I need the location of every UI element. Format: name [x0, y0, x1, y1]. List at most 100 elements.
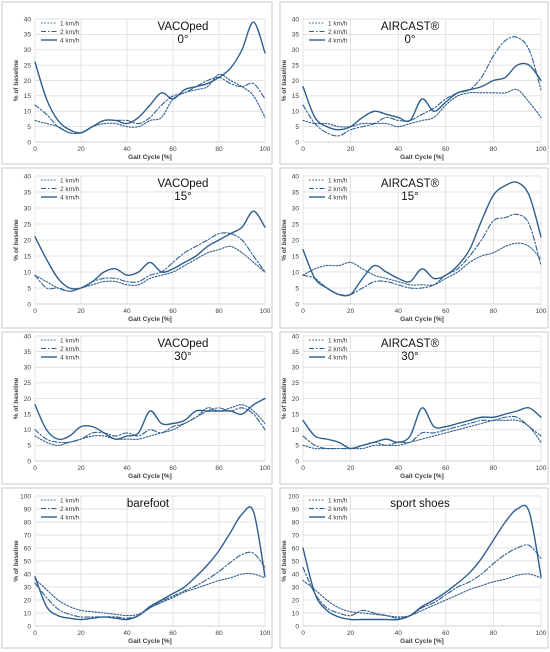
legend-label: 1 km/h [60, 497, 80, 504]
y-axis-title: % of baseline [281, 540, 288, 582]
chart-subtitle: 30° [174, 351, 191, 363]
x-tick-label: 20 [77, 308, 85, 315]
y-tick-label: 10 [24, 269, 32, 276]
y-tick-label: 15 [292, 411, 300, 418]
y-tick-label: 15 [24, 253, 32, 260]
y-tick-label: 20 [292, 78, 300, 85]
y-tick-label: 35 [24, 32, 32, 39]
y-tick-label: 0 [27, 139, 31, 146]
y-tick-label: 10 [292, 427, 300, 434]
x-tick-label: 20 [77, 465, 85, 472]
chart-title: VACOped [158, 338, 209, 350]
y-axis-title: % of baseline [13, 540, 20, 582]
series-line-2-km-h [302, 36, 542, 137]
y-axis-title: % of baseline [281, 59, 288, 101]
x-tick-label: 60 [442, 308, 450, 315]
y-tick-label: 30 [292, 47, 300, 54]
x-tick-label: 40 [123, 308, 131, 315]
y-tick-label: 35 [24, 189, 32, 196]
x-tick-label: 60 [169, 308, 177, 315]
legend-label: 1 km/h [60, 177, 80, 184]
x-tick-label: 40 [123, 146, 131, 153]
legend-label: 2 km/h [328, 186, 348, 193]
y-tick-label: 25 [292, 62, 300, 69]
y-tick-label: 50 [292, 558, 300, 565]
legend-label: 2 km/h [328, 29, 348, 36]
legend-label: 2 km/h [60, 506, 80, 513]
x-tick-label: 100 [536, 308, 547, 315]
x-axis-title: Gait Cycle [%] [128, 154, 172, 161]
x-axis-title: Gait Cycle [%] [128, 316, 172, 323]
y-tick-label: 30 [24, 205, 32, 212]
series-line-4-km-h [302, 181, 542, 297]
x-tick-label: 0 [301, 465, 305, 472]
y-axis-title: % of baseline [13, 219, 20, 261]
x-tick-label: 60 [169, 146, 177, 153]
series-line-4-km-h [302, 504, 542, 621]
y-tick-label: 35 [292, 189, 300, 196]
x-axis-title: Gait Cycle [%] [400, 473, 444, 480]
x-tick-label: 20 [347, 146, 355, 153]
x-tick-label: 0 [33, 630, 37, 637]
y-tick-label: 10 [292, 610, 300, 617]
chart-title: AIRCAST® [381, 338, 440, 350]
y-tick-label: 30 [292, 584, 300, 591]
y-tick-label: 5 [27, 443, 31, 450]
legend-label: 4 km/h [60, 194, 80, 201]
x-tick-label: 40 [395, 465, 403, 472]
chart-subtitle: 0° [405, 34, 416, 46]
chart-panel: 0 5 10 15 20 25 30 35 40 0 20 40 60 80 100 Gait Cycle [… [279, 331, 549, 485]
series-line-2-km-h [34, 232, 266, 292]
series-line-2-km-h [302, 544, 542, 619]
y-tick-label: 50 [24, 558, 32, 565]
y-tick-label: 15 [292, 253, 300, 260]
x-tick-label: 80 [490, 308, 498, 315]
y-tick-label: 20 [24, 237, 32, 244]
y-tick-label: 5 [295, 124, 299, 131]
x-tick-label: 100 [260, 630, 271, 637]
y-tick-label: 20 [292, 396, 300, 403]
y-tick-label: 0 [27, 301, 31, 308]
chart-panel: 0 10 20 30 40 50 60 70 80 90 100 0 20 40 60 80 100 Gait C… [279, 487, 549, 649]
y-tick-label: 30 [24, 365, 32, 372]
y-axis-title: % of baseline [281, 377, 288, 419]
x-tick-label: 20 [347, 465, 355, 472]
chart-panel: 0 10 20 30 40 50 60 70 80 90 100 0 20 40 60 80 100 Gait C… [1, 487, 273, 649]
y-tick-label: 10 [24, 610, 32, 617]
y-tick-label: 30 [292, 205, 300, 212]
y-tick-label: 90 [24, 506, 32, 513]
y-tick-label: 40 [292, 571, 300, 578]
y-tick-label: 80 [292, 519, 300, 526]
x-tick-label: 20 [347, 308, 355, 315]
x-tick-label: 100 [536, 630, 547, 637]
legend-label: 1 km/h [60, 20, 80, 27]
x-tick-label: 40 [123, 465, 131, 472]
chart-panel: 0 5 10 15 20 25 30 35 40 0 20 40 60 80 100 Gait Cycle [… [279, 1, 549, 165]
legend-label: 1 km/h [328, 337, 348, 344]
x-tick-label: 60 [442, 146, 450, 153]
x-tick-label: 0 [301, 146, 305, 153]
y-tick-label: 70 [24, 532, 32, 539]
panel-frame [1, 487, 273, 649]
y-tick-label: 10 [292, 269, 300, 276]
y-tick-label: 35 [292, 32, 300, 39]
x-tick-label: 80 [490, 146, 498, 153]
y-tick-label: 90 [292, 506, 300, 513]
series-line-2-km-h [34, 551, 266, 619]
y-tick-label: 40 [292, 333, 300, 340]
y-tick-label: 0 [27, 623, 31, 630]
chart-subtitle: 15° [401, 191, 418, 203]
panel-frame [279, 487, 549, 649]
y-tick-label: 25 [292, 221, 300, 228]
y-tick-label: 80 [24, 519, 32, 526]
y-tick-label: 40 [24, 173, 32, 180]
x-tick-label: 20 [77, 146, 85, 153]
legend-label: 1 km/h [60, 337, 80, 344]
x-tick-label: 80 [215, 146, 223, 153]
x-axis-title: Gait Cycle [%] [400, 316, 444, 323]
legend-label: 1 km/h [328, 497, 348, 504]
y-tick-label: 20 [24, 78, 32, 85]
y-tick-label: 5 [27, 285, 31, 292]
y-axis-title: % of baseline [13, 59, 20, 101]
